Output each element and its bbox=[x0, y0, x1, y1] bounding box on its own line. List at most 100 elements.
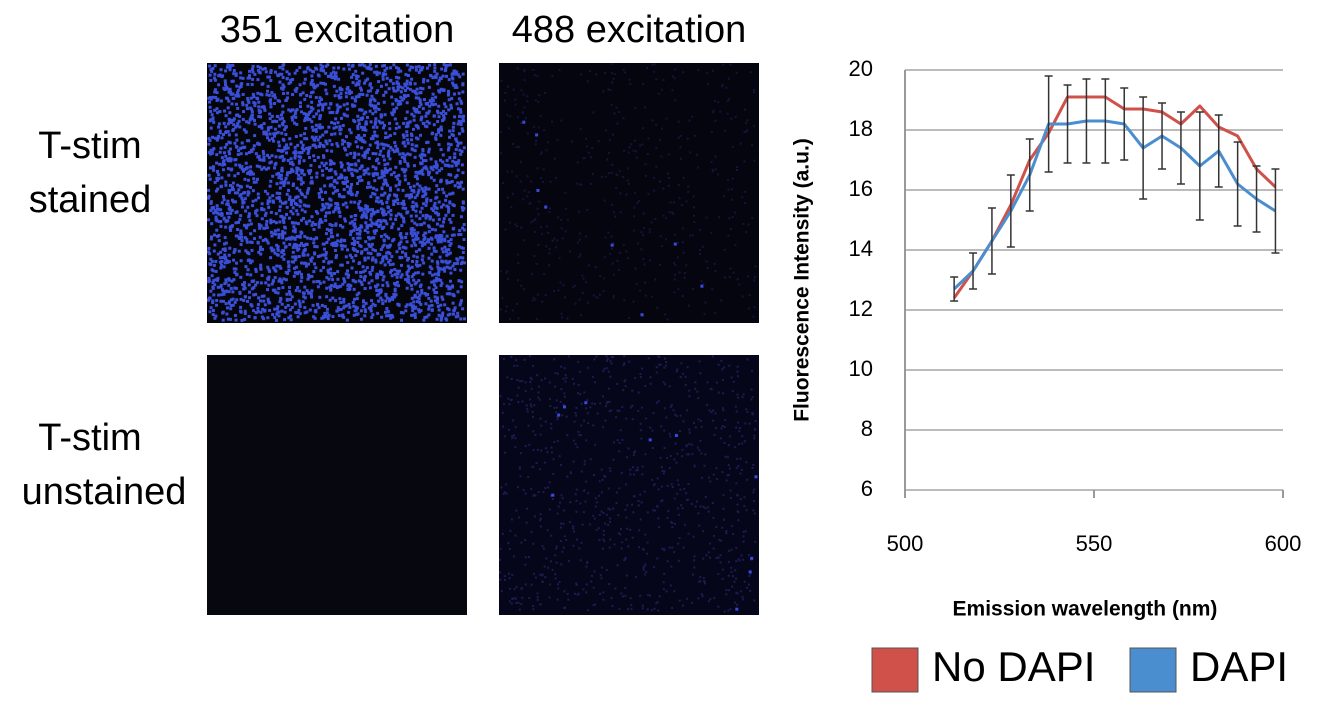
speckle bbox=[533, 573, 535, 575]
speckle bbox=[446, 292, 449, 295]
speckle bbox=[401, 237, 404, 240]
speckle bbox=[330, 199, 333, 202]
speckle bbox=[392, 200, 395, 203]
speckle bbox=[419, 161, 422, 164]
speckle bbox=[630, 597, 632, 599]
speckle bbox=[713, 535, 715, 537]
speckle bbox=[707, 83, 709, 85]
speckle bbox=[364, 308, 367, 311]
speckle bbox=[319, 254, 322, 257]
speckle bbox=[358, 80, 361, 83]
speckle bbox=[310, 215, 313, 218]
speckle bbox=[642, 466, 644, 468]
speckle bbox=[744, 109, 746, 111]
speckle bbox=[380, 176, 383, 179]
speckle bbox=[417, 271, 420, 274]
speckle bbox=[240, 259, 243, 262]
speckle bbox=[722, 64, 724, 66]
speckle bbox=[611, 164, 613, 166]
speckle bbox=[342, 301, 345, 304]
speckle bbox=[309, 182, 312, 185]
speckle bbox=[618, 269, 620, 271]
speckle bbox=[460, 262, 463, 265]
speckle bbox=[628, 447, 630, 449]
speckle bbox=[331, 224, 334, 227]
speckle bbox=[336, 121, 339, 124]
speckle bbox=[566, 317, 568, 319]
speckle bbox=[572, 286, 574, 288]
x-tick-label: 550 bbox=[1076, 531, 1113, 556]
speckle bbox=[335, 222, 338, 225]
y-tick-label: 12 bbox=[849, 296, 873, 321]
speckle bbox=[662, 188, 664, 190]
speckle bbox=[281, 155, 284, 158]
speckle bbox=[356, 232, 359, 235]
speckle bbox=[415, 250, 418, 253]
speckle bbox=[267, 85, 270, 88]
speckle bbox=[737, 519, 739, 521]
speckle bbox=[338, 297, 341, 300]
speckle bbox=[414, 272, 417, 275]
speckle bbox=[310, 74, 313, 77]
speckle bbox=[506, 170, 508, 172]
speckle bbox=[392, 203, 395, 206]
speckle bbox=[309, 164, 312, 167]
speckle bbox=[443, 303, 446, 306]
speckle bbox=[628, 152, 630, 154]
speckle bbox=[412, 189, 415, 192]
speckle bbox=[343, 239, 346, 242]
speckle bbox=[706, 404, 708, 406]
speckle bbox=[406, 121, 409, 124]
x-axis-label: Emission wavelength (nm) bbox=[953, 598, 1218, 621]
speckle bbox=[592, 376, 594, 378]
speckle bbox=[556, 239, 558, 241]
speckle bbox=[379, 150, 382, 153]
speckle bbox=[208, 310, 211, 313]
speckle bbox=[667, 318, 669, 320]
speckle bbox=[288, 290, 291, 293]
speckle bbox=[327, 126, 330, 129]
error-bar bbox=[1253, 166, 1261, 232]
speckle bbox=[287, 237, 290, 240]
speckle bbox=[434, 273, 437, 276]
speckle bbox=[251, 68, 254, 71]
speckle bbox=[680, 158, 682, 160]
speckle bbox=[674, 243, 677, 246]
speckle bbox=[401, 251, 404, 254]
speckle bbox=[642, 83, 644, 85]
speckle bbox=[688, 443, 690, 445]
speckle bbox=[422, 262, 425, 265]
speckle bbox=[725, 87, 727, 89]
speckle bbox=[304, 78, 307, 81]
speckle bbox=[343, 279, 346, 282]
speckle bbox=[520, 603, 522, 605]
speckle bbox=[422, 122, 425, 125]
speckle bbox=[511, 518, 513, 520]
speckle bbox=[527, 411, 529, 413]
speckle bbox=[618, 532, 620, 534]
speckle bbox=[225, 290, 228, 293]
speckle bbox=[346, 108, 349, 111]
speckle bbox=[632, 511, 634, 513]
speckle bbox=[686, 598, 688, 600]
speckle bbox=[608, 487, 610, 489]
speckle bbox=[516, 395, 518, 397]
speckle bbox=[579, 232, 581, 234]
speckle bbox=[561, 317, 563, 319]
speckle bbox=[268, 156, 271, 159]
speckle bbox=[307, 187, 310, 190]
speckle bbox=[256, 178, 259, 181]
speckle bbox=[682, 227, 684, 229]
speckle bbox=[247, 268, 250, 271]
speckle bbox=[380, 272, 383, 275]
speckle bbox=[538, 491, 540, 493]
speckle bbox=[731, 525, 733, 527]
speckle bbox=[530, 405, 532, 407]
speckle bbox=[750, 398, 752, 400]
speckle bbox=[369, 186, 372, 189]
speckle bbox=[536, 189, 539, 192]
speckle bbox=[687, 191, 689, 193]
speckle bbox=[406, 138, 409, 141]
speckle bbox=[248, 74, 251, 77]
speckle bbox=[369, 63, 372, 66]
